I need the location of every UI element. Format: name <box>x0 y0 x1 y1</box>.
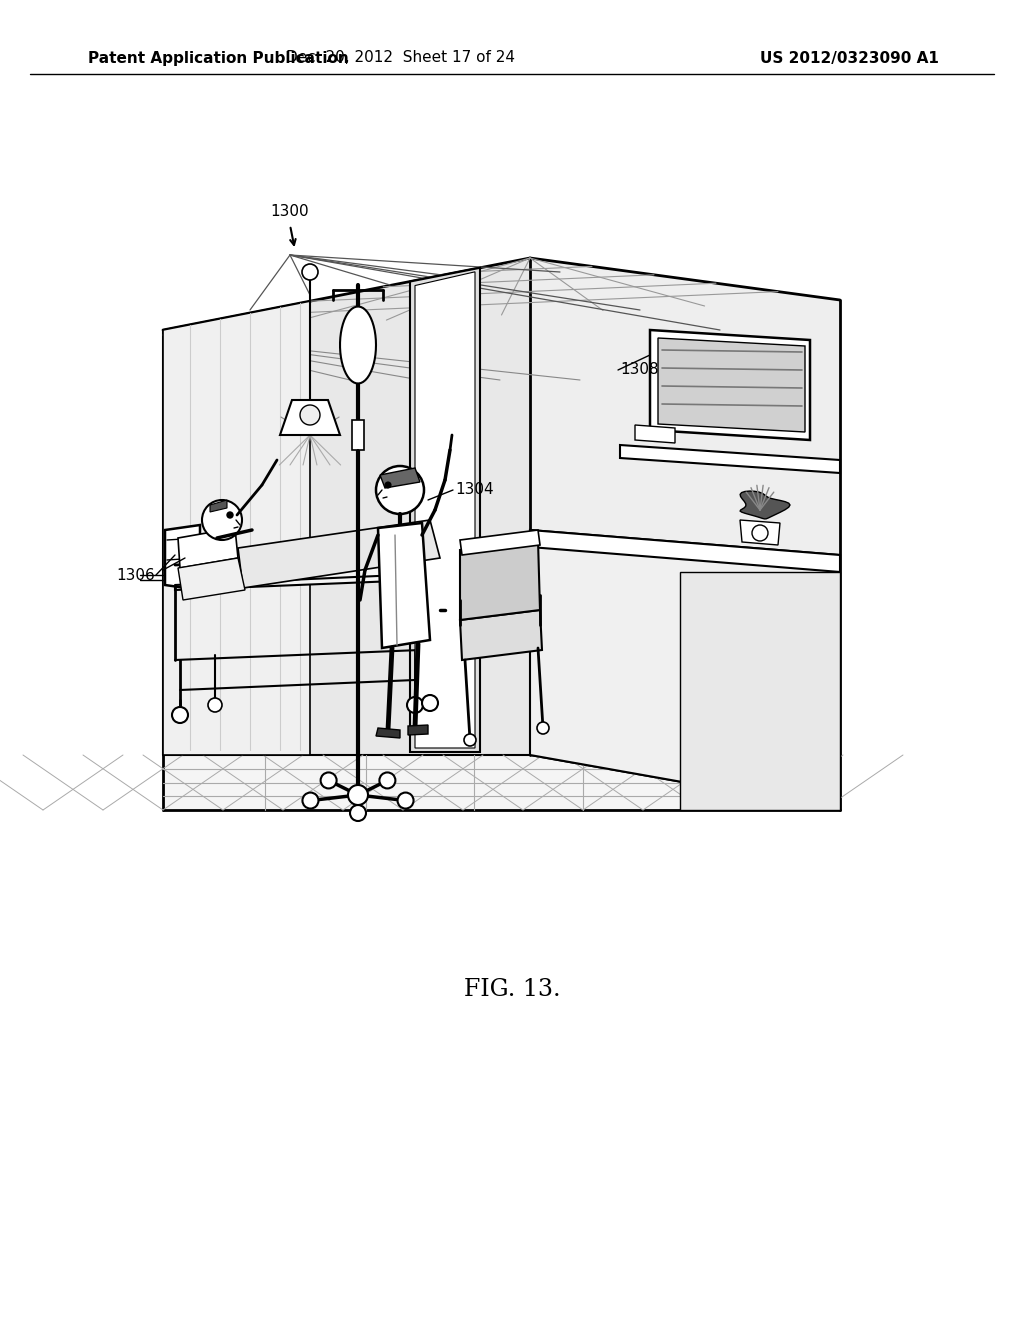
Polygon shape <box>635 425 675 444</box>
Circle shape <box>302 792 318 809</box>
Polygon shape <box>460 610 542 660</box>
Polygon shape <box>238 520 440 587</box>
Polygon shape <box>415 272 475 748</box>
Polygon shape <box>530 257 840 810</box>
Text: 1306: 1306 <box>117 568 155 582</box>
Circle shape <box>376 466 424 513</box>
Polygon shape <box>530 531 840 810</box>
Polygon shape <box>163 755 840 810</box>
Polygon shape <box>163 257 840 810</box>
Polygon shape <box>408 725 428 735</box>
Circle shape <box>407 697 423 713</box>
Circle shape <box>302 264 318 280</box>
Polygon shape <box>380 469 420 488</box>
Circle shape <box>752 525 768 541</box>
Polygon shape <box>280 400 340 436</box>
Circle shape <box>227 512 233 517</box>
Polygon shape <box>178 528 238 568</box>
Polygon shape <box>378 523 430 648</box>
Circle shape <box>300 405 319 425</box>
Polygon shape <box>460 531 540 554</box>
Polygon shape <box>352 420 364 450</box>
Circle shape <box>172 708 188 723</box>
Polygon shape <box>410 268 480 752</box>
Circle shape <box>379 772 395 788</box>
Polygon shape <box>680 572 840 810</box>
Polygon shape <box>415 539 435 582</box>
Polygon shape <box>163 257 530 755</box>
Circle shape <box>348 785 368 805</box>
Polygon shape <box>340 306 376 384</box>
Circle shape <box>321 772 337 788</box>
Circle shape <box>464 734 476 746</box>
Polygon shape <box>163 301 310 755</box>
Text: US 2012/0323090 A1: US 2012/0323090 A1 <box>760 50 939 66</box>
Polygon shape <box>658 338 805 432</box>
Polygon shape <box>165 525 200 590</box>
Polygon shape <box>178 558 245 601</box>
Circle shape <box>350 805 366 821</box>
Polygon shape <box>650 330 810 440</box>
Polygon shape <box>740 491 790 519</box>
Polygon shape <box>210 500 227 512</box>
Text: Dec. 20, 2012  Sheet 17 of 24: Dec. 20, 2012 Sheet 17 of 24 <box>286 50 514 66</box>
Circle shape <box>397 792 414 809</box>
Text: 1300: 1300 <box>270 205 308 219</box>
Text: 1304: 1304 <box>455 483 494 498</box>
Circle shape <box>537 722 549 734</box>
Polygon shape <box>740 520 780 545</box>
Polygon shape <box>620 445 840 473</box>
Text: FIG. 13.: FIG. 13. <box>464 978 560 1002</box>
Text: 1308: 1308 <box>620 363 658 378</box>
Text: Patent Application Publication: Patent Application Publication <box>88 50 349 66</box>
Circle shape <box>202 500 242 540</box>
Polygon shape <box>376 729 400 738</box>
Circle shape <box>385 482 391 488</box>
Circle shape <box>422 696 438 711</box>
Polygon shape <box>175 560 420 590</box>
Polygon shape <box>530 531 840 572</box>
Circle shape <box>208 698 222 711</box>
Polygon shape <box>460 540 540 620</box>
